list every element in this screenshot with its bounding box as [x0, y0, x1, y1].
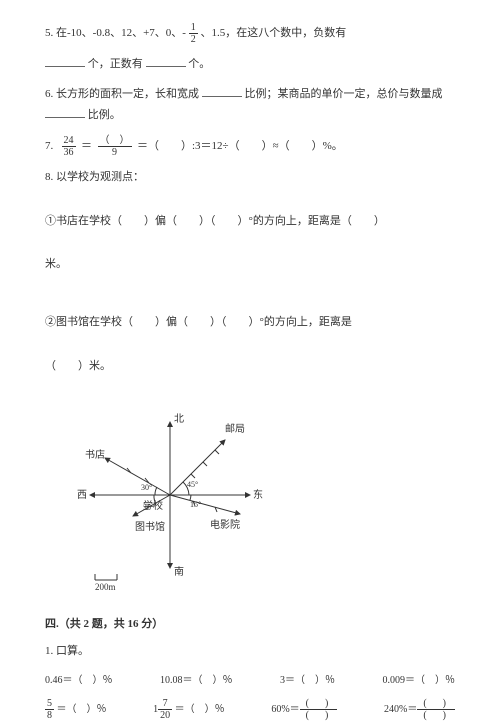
label-a15: 15°: [190, 500, 201, 509]
calc-row-2: 5 8 ＝（ ）％ 1 7 20 ＝（ ）％ 60%＝( )( ) 240%＝(…: [45, 698, 455, 721]
label-east: 东: [253, 488, 263, 501]
calc-r2c1-t: ＝（ ）％: [54, 704, 107, 715]
blank: [45, 107, 85, 118]
label-south: 南: [174, 565, 184, 578]
q7-frac1: 24 36: [62, 135, 76, 158]
q7-f2n: （ ）: [98, 135, 132, 147]
calc-r2c1-frac: 5 8: [45, 698, 54, 721]
question-8-title: 8. 以学校为观测点：: [45, 167, 455, 188]
q6-a: 6. 长方形的面积一定，长和宽成: [45, 88, 199, 100]
calc-row-1: 0.46＝（ ）％ 10.08＝（ ）％ 3＝（ ）％ 0.009＝（ ）％: [45, 671, 455, 690]
q7-eq1: ＝: [81, 140, 92, 152]
q7-lead: 7.: [45, 140, 53, 152]
section-4-sub1: 1. 口算。: [45, 641, 455, 662]
blank: [202, 86, 242, 97]
label-cinema: 电影院: [210, 518, 240, 531]
label-library: 图书馆: [135, 520, 165, 533]
frac-num: 5: [45, 698, 54, 710]
q7-f2d: 9: [98, 147, 132, 158]
q6-b: 比例；某商品的单价一定，总价与数量成: [245, 88, 443, 100]
q5-frac-den: 2: [189, 34, 198, 45]
blank: [45, 56, 85, 67]
q5-prefix: 5. 在-10、-0.8、12、+7、0、-: [45, 27, 186, 39]
label-book: 书店: [85, 448, 105, 461]
q7-tail: ＝（ ）:3＝12÷（ ）≈（ ）%。: [137, 140, 343, 152]
label-north: 北: [174, 413, 184, 425]
calc-r1c2: 10.08＝（ ）％: [160, 671, 233, 690]
calc-r2c4: 240%＝( )( ): [384, 698, 455, 721]
calc-r2c3: 60%＝( )( ): [271, 698, 337, 721]
question-8-line2b: （ ）米。: [45, 356, 455, 377]
diagram-svg: 北 南 东 西 邮局 书店 学校 图书馆 电影院 30° 45° 15° 30°…: [75, 410, 285, 590]
q6-c: 比例。: [88, 109, 121, 121]
label-post: 邮局: [225, 422, 245, 435]
calc-r2c2: 1 7 20 ＝（ ）％: [153, 698, 225, 721]
frac-den: 8: [45, 710, 54, 721]
label-a45: 45°: [187, 480, 198, 489]
compass-diagram: 北 南 东 西 邮局 书店 学校 图书馆 电影院 30° 45° 15° 30°…: [75, 410, 455, 598]
calc-r1c4: 0.009＝（ ）％: [383, 671, 456, 690]
q5-suffix: 、1.5，在这八个数中，负数有: [200, 27, 346, 39]
calc-r2c3-lhs: 60%＝: [271, 704, 299, 715]
question-5-line2: 个，正数有 个。: [45, 54, 455, 75]
frac-den: 20: [158, 710, 172, 721]
question-7: 7. 24 36 ＝ （ ） 9 ＝（ ）:3＝12÷（ ）≈（ ）%。: [45, 135, 455, 158]
question-6: 6. 长方形的面积一定，长和宽成 比例；某商品的单价一定，总价与数量成 比例。: [45, 84, 455, 126]
q7-frac2: （ ） 9: [98, 135, 132, 158]
question-5: 5. 在-10、-0.8、12、+7、0、- 1 2 、1.5，在这八个数中，负…: [45, 22, 455, 45]
calc-r2c2-t: ＝（ ）％: [172, 704, 225, 715]
question-8-line1b: 米。: [45, 254, 455, 275]
label-a30b: 30°: [143, 503, 154, 512]
q7-f1n: 24: [62, 135, 76, 147]
label-west: 西: [77, 490, 87, 501]
q7-f1d: 36: [62, 147, 76, 158]
label-scale: 200m: [95, 582, 116, 590]
calc-r1c3: 3＝（ ）％: [280, 671, 335, 690]
q5-l2a: 个，正数有: [88, 58, 143, 70]
paren-frac: ( )( ): [417, 698, 455, 721]
calc-r2c4-lhs: 240%＝: [384, 704, 417, 715]
label-a30: 30°: [141, 483, 152, 492]
q5-frac-num: 1: [189, 22, 198, 34]
calc-r2c1: 5 8 ＝（ ）％: [45, 698, 107, 721]
frac-num: 7: [158, 698, 172, 710]
question-8-line2: ②图书馆在学校（ ）偏（ ）（ ）°的方向上，距离是: [45, 312, 455, 333]
calc-r1c1: 0.46＝（ ）％: [45, 671, 113, 690]
q5-frac: 1 2: [189, 22, 198, 45]
blank: [146, 56, 186, 67]
calc-r2c2-frac: 7 20: [158, 698, 172, 721]
section-4-title: 四.（共 2 题，共 16 分）: [45, 614, 455, 635]
paren-frac: ( )( ): [300, 698, 338, 721]
question-8-line1: ①书店在学校（ ）偏（ ）（ ）°的方向上，距离是（ ）: [45, 211, 455, 232]
q5-l2b: 个。: [188, 58, 210, 70]
